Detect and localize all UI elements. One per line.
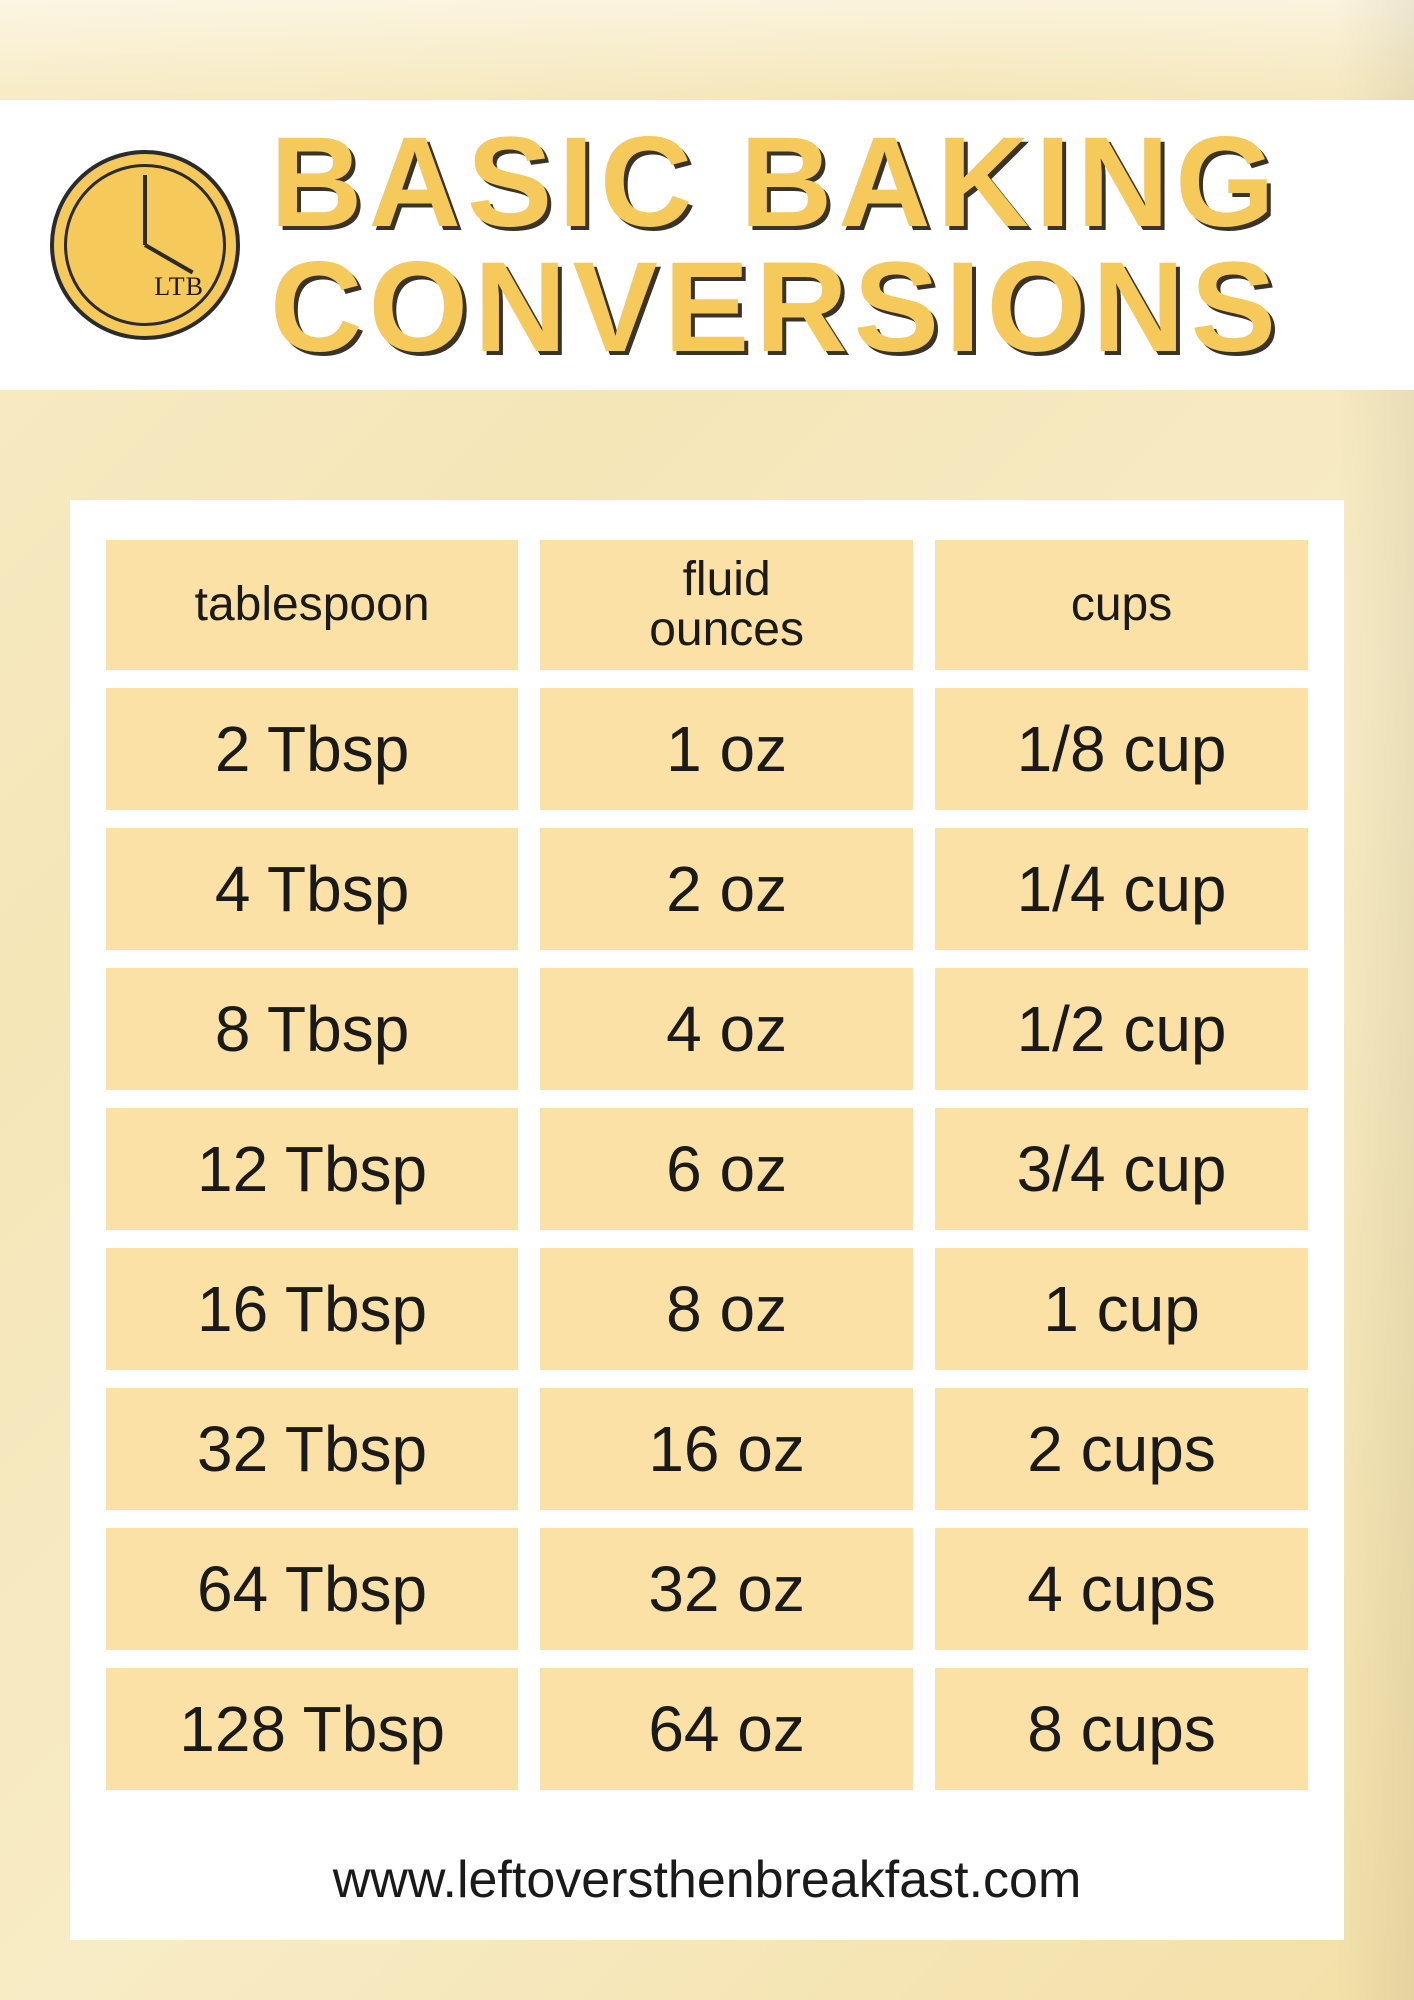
footer-url: www.leftoversthenbreakfast.com	[106, 1820, 1308, 1920]
table-cell: 128 Tbsp	[106, 1668, 518, 1790]
table-cell: 16 oz	[540, 1388, 913, 1510]
column-header: cups	[935, 540, 1308, 670]
table-cell: 1 cup	[935, 1248, 1308, 1370]
table-cell: 3/4 cup	[935, 1108, 1308, 1230]
table-cell: 4 cups	[935, 1528, 1308, 1650]
table-cell: 12 Tbsp	[106, 1108, 518, 1230]
table-cell: 16 Tbsp	[106, 1248, 518, 1370]
table-cell: 64 Tbsp	[106, 1528, 518, 1650]
conversion-table: tablespoon 2 Tbsp 4 Tbsp 8 Tbsp 12 Tbsp …	[106, 540, 1308, 1820]
table-cell: 1/4 cup	[935, 828, 1308, 950]
table-cell: 1 oz	[540, 688, 913, 810]
title-line-1: BASIC BAKING	[270, 120, 1282, 245]
table-cell: 6 oz	[540, 1108, 913, 1230]
table-cell: 32 Tbsp	[106, 1388, 518, 1510]
column-cups: cups 1/8 cup 1/4 cup 1/2 cup 3/4 cup 1 c…	[935, 540, 1308, 1820]
column-header: tablespoon	[106, 540, 518, 670]
table-cell: 2 cups	[935, 1388, 1308, 1510]
column-header: fluidounces	[540, 540, 913, 670]
title-line-2: CONVERSIONS	[270, 245, 1282, 370]
logo-icon: LTB	[50, 150, 240, 340]
conversion-card: tablespoon 2 Tbsp 4 Tbsp 8 Tbsp 12 Tbsp …	[70, 500, 1344, 1940]
table-cell: 4 oz	[540, 968, 913, 1090]
table-cell: 2 Tbsp	[106, 688, 518, 810]
page-title: BASIC BAKING CONVERSIONS	[270, 120, 1282, 371]
background-top-band	[0, 0, 1414, 100]
table-cell: 32 oz	[540, 1528, 913, 1650]
table-cell: 4 Tbsp	[106, 828, 518, 950]
table-cell: 8 cups	[935, 1668, 1308, 1790]
column-fluid-ounces: fluidounces 1 oz 2 oz 4 oz 6 oz 8 oz 16 …	[540, 540, 913, 1820]
logo-text: LTB	[154, 272, 204, 302]
table-cell: 8 Tbsp	[106, 968, 518, 1090]
header-banner: LTB BASIC BAKING CONVERSIONS	[0, 100, 1414, 390]
table-cell: 1/2 cup	[935, 968, 1308, 1090]
table-cell: 8 oz	[540, 1248, 913, 1370]
column-tablespoon: tablespoon 2 Tbsp 4 Tbsp 8 Tbsp 12 Tbsp …	[106, 540, 518, 1820]
table-cell: 2 oz	[540, 828, 913, 950]
table-cell: 64 oz	[540, 1668, 913, 1790]
table-cell: 1/8 cup	[935, 688, 1308, 810]
